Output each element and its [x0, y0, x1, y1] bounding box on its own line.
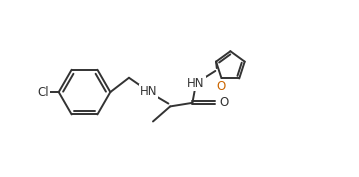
Text: O: O	[219, 96, 229, 109]
Text: Cl: Cl	[37, 86, 49, 99]
Text: HN: HN	[140, 85, 158, 98]
Text: HN: HN	[187, 77, 205, 90]
Text: O: O	[216, 80, 226, 93]
